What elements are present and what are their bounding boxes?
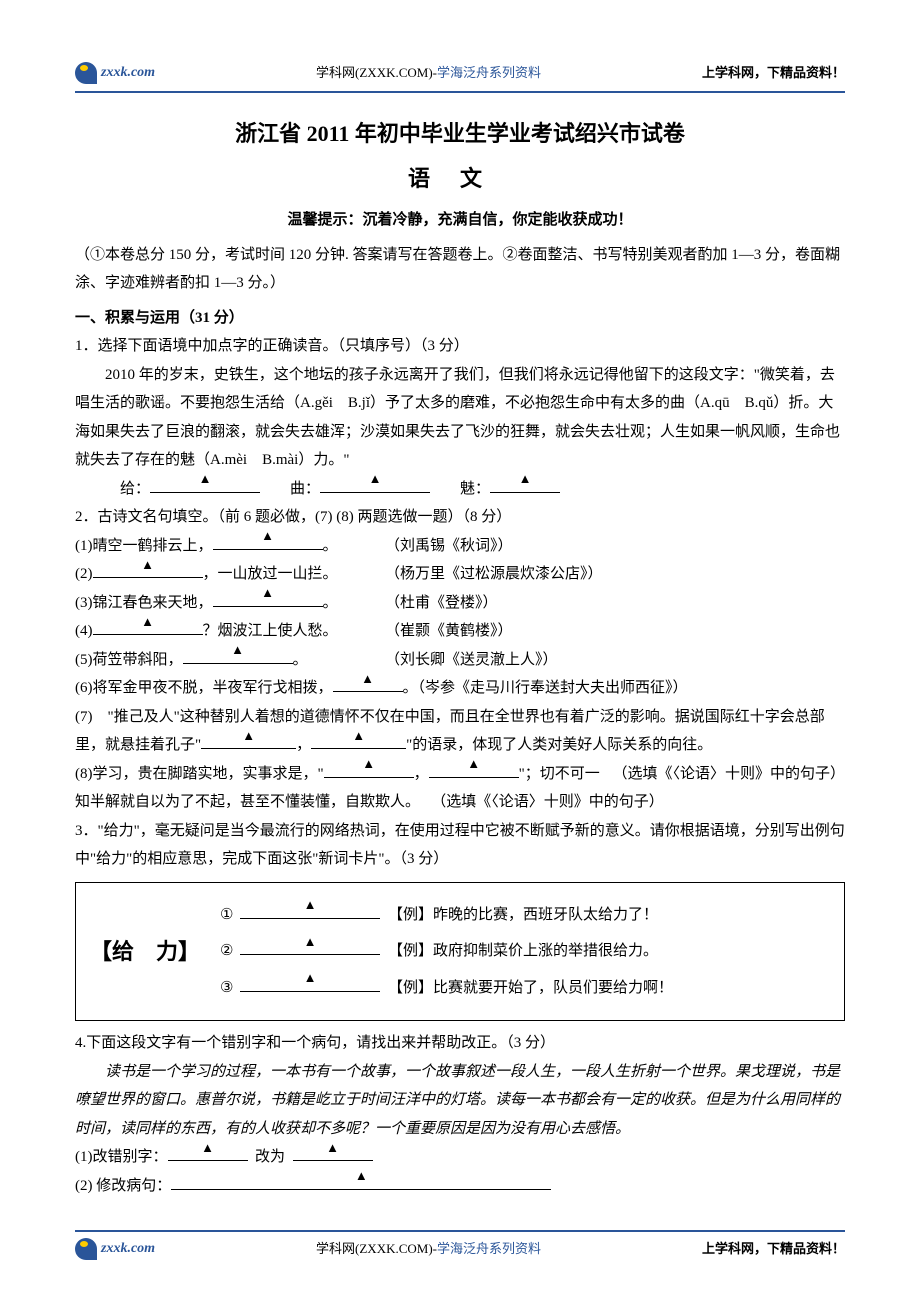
exam-subject: 语文: [75, 158, 845, 200]
q3-stem: 3．"给力"，毫无疑问是当今最流行的网络热词，在使用过程中它被不断赋予新的意义。…: [75, 817, 845, 874]
card-3-num: ③: [220, 974, 240, 1003]
q2-4-num: (4): [75, 623, 93, 639]
q1-passage: 2010 年的岁末，史铁生，这个地坛的孩子永远离开了我们，但我们将永远记得他留下…: [75, 361, 845, 475]
q2-8-blank1: [324, 777, 414, 778]
card-1-blank: [240, 918, 380, 919]
q2-8-b: ，: [414, 766, 429, 782]
q2-1-num: (1): [75, 538, 93, 554]
q2-5-left: 荷笠带斜阳，: [93, 652, 183, 668]
header-right: 上学科网，下精品资料！: [702, 61, 845, 86]
card-row-1: ① 【例】昨晚的比赛，西班牙队太给力了！: [220, 901, 830, 930]
q2-4-right: ？烟波江上使人愁。: [203, 623, 338, 639]
q2-item-6: (6)将军金甲夜不脱，半夜军行戈相拨， 。（岑参《走马川行奉送封大夫出师西征》）: [75, 674, 845, 703]
exam-hint: 温馨提示：沉着冷静，充满自信，你定能收获成功！: [75, 206, 845, 235]
q2-6-text: (6)将军金甲夜不脱，半夜军行戈相拨，: [75, 680, 333, 696]
logo-text: zxxk.com: [101, 60, 155, 87]
header-center-blue: 学海泛舟系列资料: [437, 65, 541, 80]
footer-center-black: 学科网(ZXXK.COM)-: [316, 1241, 437, 1256]
q2-7-blank2: [311, 748, 406, 749]
q2-3-right: 。: [323, 595, 338, 611]
q1-blank-gei: [150, 492, 260, 493]
q2-3-num: (3): [75, 595, 93, 611]
footer-center-blue: 学海泛舟系列资料: [437, 1241, 541, 1256]
q2-4-src: （崔颢《黄鹤楼》）: [385, 617, 845, 646]
q2-6-blank: [333, 691, 403, 692]
q2-2-blank: [93, 577, 203, 578]
card-3-ex: 【例】比赛就要开始了，队员们要给力啊！: [388, 974, 673, 1003]
q4-a1-mid: 改为: [255, 1149, 285, 1165]
q4-a1-label: (1)改错别字：: [75, 1149, 168, 1165]
page-header: zxxk.com 学科网(ZXXK.COM)-学海泛舟系列资料 上学科网，下精品…: [75, 60, 845, 93]
q2-1-src: （刘禹锡《秋词》）: [385, 532, 845, 561]
q2-6-src: 。（岑参《走马川行奉送封大夫出师西征》）: [403, 680, 688, 696]
q2-5-right: 。: [293, 652, 308, 668]
card-1-num: ①: [220, 901, 240, 930]
footer-center: 学科网(ZXXK.COM)-学海泛舟系列资料: [316, 1237, 541, 1262]
q2-7-b: ，: [296, 737, 311, 753]
q4-answer-2: (2) 修改病句：: [75, 1172, 845, 1201]
q2-item-2: (2) ，一山放过一山拦。 （杨万里《过松源晨炊漆公店》）: [75, 560, 845, 589]
section-1-title: 一、积累与运用（31 分）: [75, 304, 845, 333]
q2-7-src: （选填《〈论语〉十则》中的句子）: [612, 760, 845, 789]
q4-a1-blank2: [293, 1160, 373, 1161]
q2-8-src: （选填《〈论语〉十则》中的句子）: [431, 794, 664, 810]
q2-1-right: 。: [323, 538, 338, 554]
card-1-ex: 【例】昨晚的比赛，西班牙队太给力了！: [388, 901, 658, 930]
q1-blank-qu: [320, 492, 430, 493]
footer-logo-icon: [75, 1238, 97, 1260]
card-2-ex: 【例】政府抑制菜价上涨的举措很给力。: [388, 937, 658, 966]
q4-a2-blank: [171, 1189, 551, 1190]
card-row-2: ② 【例】政府抑制菜价上涨的举措很给力。: [220, 937, 830, 966]
q1-label-mei: 魅：: [460, 481, 490, 497]
q4-answer-1: (1)改错别字： 改为: [75, 1143, 845, 1172]
q2-item-5: (5)荷笠带斜阳， 。 （刘长卿《送灵澈上人》）: [75, 646, 845, 675]
q2-8-blank2: [429, 777, 519, 778]
q2-1-left: 晴空一鹤排云上，: [93, 538, 213, 554]
q2-1-blank: [213, 549, 323, 550]
q2-5-num: (5): [75, 652, 93, 668]
header-center-black: 学科网(ZXXK.COM)-: [316, 65, 437, 80]
card-2-num: ②: [220, 937, 240, 966]
q1-label-qu: 曲：: [290, 481, 320, 497]
q4-stem: 4.下面这段文字有一个错别字和一个病句，请找出来并帮助改正。（3 分）: [75, 1029, 845, 1058]
page-footer: zxxk.com 学科网(ZXXK.COM)-学海泛舟系列资料 上学科网，下精品…: [75, 1230, 845, 1263]
header-center: 学科网(ZXXK.COM)-学海泛舟系列资料: [316, 61, 541, 86]
q2-stem: 2．古诗文名句填空。（前 6 题必做，(7) (8) 两题选做一题）（8 分）: [75, 503, 845, 532]
q1-answer-line: 给： 曲： 魅：: [75, 475, 845, 504]
q4-passage: 读书是一个学习的过程，一本书有一个故事，一个故事叙述一段人生，一段人生折射一个世…: [75, 1058, 845, 1144]
card-3-blank: [240, 991, 380, 992]
footer-logo: zxxk.com: [75, 1236, 155, 1263]
exam-title: 浙江省 2011 年初中毕业生学业考试绍兴市试卷: [75, 113, 845, 155]
q1-stem: 1．选择下面语境中加点字的正确读音。（只填序号）（3 分）: [75, 332, 845, 361]
q4-a2-label: (2) 修改病句：: [75, 1178, 171, 1194]
footer-right: 上学科网，下精品资料！: [702, 1237, 845, 1262]
q2-8-a: (8)学习，贵在脚踏实地，实事求是，": [75, 766, 324, 782]
q2-item-4: (4) ？烟波江上使人愁。 （崔颢《黄鹤楼》）: [75, 617, 845, 646]
word-card: 【给 力】 ① 【例】昨晚的比赛，西班牙队太给力了！ ② 【例】政府抑制菜价上涨…: [75, 882, 845, 1022]
footer-logo-text: zxxk.com: [101, 1236, 155, 1263]
q2-2-src: （杨万里《过松源晨炊漆公店》）: [385, 560, 845, 589]
q2-4-blank: [93, 634, 203, 635]
q2-5-src: （刘长卿《送灵澈上人》）: [385, 646, 845, 675]
q2-7-c: "的语录，体现了人类对美好人际关系的向往。: [406, 737, 712, 753]
card-title: 【给 力】: [90, 931, 220, 973]
q2-item-7: (7) "推己及人"这种替别人着想的道德情怀不仅在中国，而且在全世界也有着广泛的…: [75, 703, 845, 760]
site-logo: zxxk.com: [75, 60, 155, 87]
q2-7-blank1: [201, 748, 296, 749]
q2-3-blank: [213, 606, 323, 607]
q2-item-3: (3)锦江春色来天地， 。 （杜甫《登楼》）: [75, 589, 845, 618]
q2-item-1: (1)晴空一鹤排云上， 。 （刘禹锡《秋词》）: [75, 532, 845, 561]
exam-intro: （①本卷总分 150 分，考试时间 120 分钟. 答案请写在答题卷上。②卷面整…: [75, 241, 845, 298]
q1-blank-mei: [490, 492, 560, 493]
q2-2-num: (2): [75, 566, 93, 582]
q2-3-src: （杜甫《登楼》）: [385, 589, 845, 618]
logo-icon: [75, 62, 97, 84]
card-row-3: ③ 【例】比赛就要开始了，队员们要给力啊！: [220, 974, 830, 1003]
q1-label-gei: 给：: [120, 481, 150, 497]
card-2-blank: [240, 954, 380, 955]
q2-2-right: ，一山放过一山拦。: [203, 566, 338, 582]
q2-3-left: 锦江春色来天地，: [93, 595, 213, 611]
q4-a1-blank1: [168, 1160, 248, 1161]
q2-5-blank: [183, 663, 293, 664]
